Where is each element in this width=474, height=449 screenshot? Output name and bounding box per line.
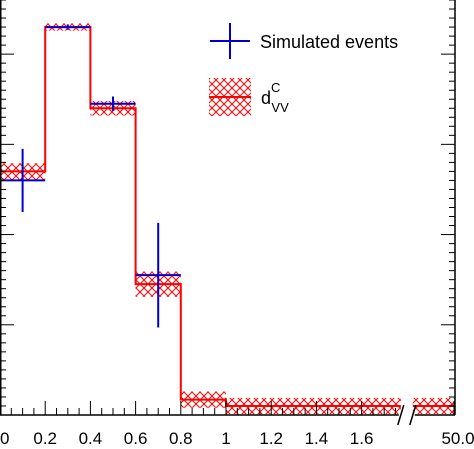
x-tick-label: 0.4	[79, 429, 103, 448]
data-point	[0, 148, 46, 213]
dvv-step-line	[0, 26, 455, 407]
break-slash-1	[397, 404, 405, 426]
legend-label-dvv: dC VV	[261, 80, 289, 115]
axis-break-marker	[397, 404, 417, 426]
x-tick-label: 0.6	[124, 429, 148, 448]
data-point	[135, 222, 181, 328]
x-axis-ticks	[0, 401, 455, 415]
legend-label-simulated: Simulated events	[260, 32, 398, 52]
data-points	[0, 24, 181, 328]
step-histogram	[0, 26, 455, 407]
x-tick-label: 1.4	[305, 429, 329, 448]
y-axis-ticks	[0, 0, 455, 416]
legend: Simulated events dC VV	[209, 23, 398, 116]
legend-entry-simulated: Simulated events	[210, 23, 398, 59]
data-point	[90, 96, 136, 111]
x-tick-label: 0	[0, 429, 9, 448]
data-point	[45, 24, 91, 30]
break-slash-2	[409, 404, 417, 426]
x-tick-label: 0.8	[169, 429, 193, 448]
x-tick-label: 50.0	[441, 429, 474, 448]
x-tick-labels: 0 0.2 0.4 0.6 0.8 1 1.2 1.4 1.6 50.0	[0, 429, 474, 448]
legend-entry-dvv: dC VV	[209, 78, 289, 116]
axes-frame	[0, 0, 456, 416]
x-tick-label: 1.2	[259, 429, 283, 448]
x-tick-label: 0.2	[33, 429, 57, 448]
x-tick-label: 1	[221, 429, 230, 448]
x-tick-label: 1.6	[350, 429, 374, 448]
